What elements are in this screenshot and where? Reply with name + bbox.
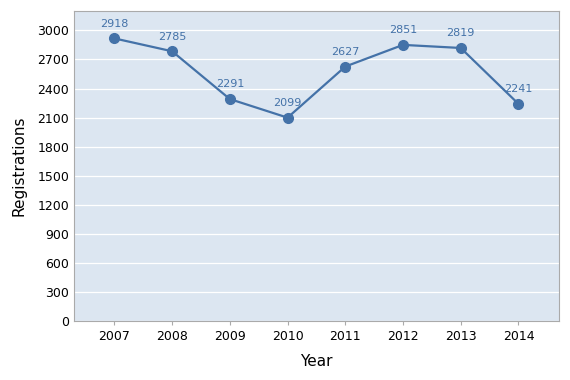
Text: 2291: 2291 xyxy=(215,79,244,89)
Text: 2241: 2241 xyxy=(504,84,533,94)
Text: 2819: 2819 xyxy=(446,28,475,38)
Text: 2099: 2099 xyxy=(274,98,302,108)
Text: 2851: 2851 xyxy=(389,25,417,35)
Text: 2627: 2627 xyxy=(331,47,360,57)
X-axis label: Year: Year xyxy=(300,354,333,369)
Y-axis label: Registrations: Registrations xyxy=(11,116,26,216)
Text: 2785: 2785 xyxy=(158,32,186,41)
Text: 2918: 2918 xyxy=(100,19,129,28)
